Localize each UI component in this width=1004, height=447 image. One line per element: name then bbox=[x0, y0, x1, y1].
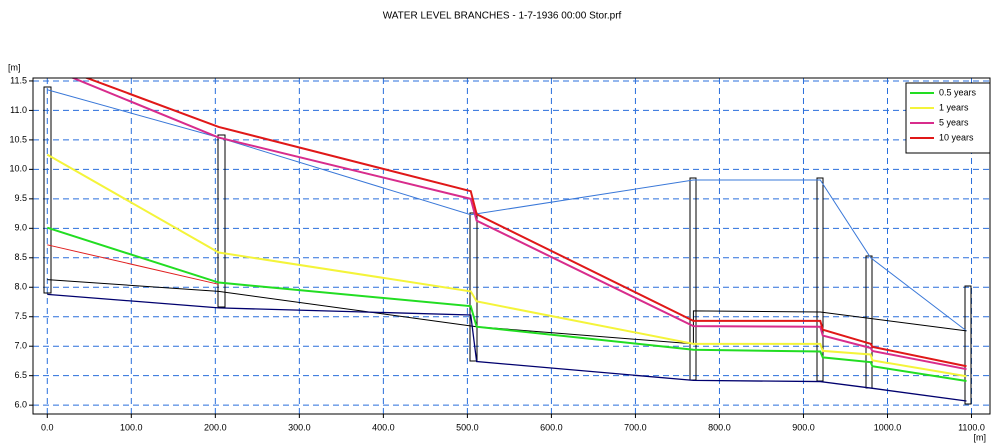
y-tick-label: 7.0 bbox=[14, 341, 27, 351]
series-line bbox=[70, 78, 967, 371]
series-line bbox=[46, 153, 967, 378]
x-axis-label: [m] bbox=[974, 432, 987, 442]
x-tick-label: 900.0 bbox=[792, 422, 815, 432]
structure bbox=[865, 255, 873, 389]
x-tick-label: 700.0 bbox=[624, 422, 647, 432]
legend-label: 5 years bbox=[939, 117, 969, 127]
structures bbox=[43, 86, 972, 405]
x-tick-label: 500.0 bbox=[456, 422, 479, 432]
legend-label: 10 years bbox=[939, 132, 974, 142]
y-axis-label: [m] bbox=[8, 62, 21, 72]
y-tick-label: 7.5 bbox=[14, 311, 27, 321]
y-tick-label: 6.0 bbox=[14, 400, 27, 410]
structure bbox=[469, 212, 478, 362]
y-tick-label: 11.0 bbox=[10, 105, 27, 115]
x-tick-label: 800.0 bbox=[708, 422, 731, 432]
structure bbox=[217, 134, 226, 308]
structure bbox=[964, 285, 972, 405]
x-tick-label: 0.0 bbox=[41, 422, 54, 432]
legend: 0.5 years 1 years 5 years 10 years bbox=[905, 82, 991, 154]
y-tick-label: 6.5 bbox=[14, 370, 27, 380]
y-tick-label: 10.0 bbox=[9, 164, 27, 174]
x-tick-label: 400.0 bbox=[372, 422, 395, 432]
profile-line bbox=[47, 89, 967, 332]
lines bbox=[46, 78, 967, 402]
y-tick-label: 8.0 bbox=[14, 282, 27, 292]
y-tick-label: 8.5 bbox=[14, 252, 27, 262]
profile-line bbox=[47, 279, 967, 345]
structure bbox=[43, 86, 52, 294]
legend-box bbox=[905, 82, 991, 154]
profile-line bbox=[47, 244, 219, 285]
y-tick-label: 9.0 bbox=[14, 223, 27, 233]
x-tick-label: 200.0 bbox=[204, 422, 227, 432]
legend-label: 1 years bbox=[939, 102, 969, 112]
series-line bbox=[46, 226, 967, 382]
x-tick-label: 300.0 bbox=[288, 422, 311, 432]
legend-label: 0.5 years bbox=[939, 87, 977, 97]
grid bbox=[33, 78, 990, 414]
chart-title: WATER LEVEL BRANCHES - 1-7-1936 00:00 St… bbox=[383, 11, 622, 22]
y-tick-label: 11.5 bbox=[10, 75, 27, 85]
y-tick-label: 9.5 bbox=[14, 193, 27, 203]
series-line bbox=[84, 78, 967, 368]
profile-line bbox=[47, 293, 967, 402]
plot-frame bbox=[32, 77, 991, 415]
x-tick-label: 1100.0 bbox=[958, 422, 985, 432]
x-tick-label: 1000.0 bbox=[874, 422, 902, 432]
x-tick-label: 100.0 bbox=[120, 422, 143, 432]
y-tick-label: 10.5 bbox=[9, 134, 27, 144]
x-tick-label: 600.0 bbox=[540, 422, 563, 432]
